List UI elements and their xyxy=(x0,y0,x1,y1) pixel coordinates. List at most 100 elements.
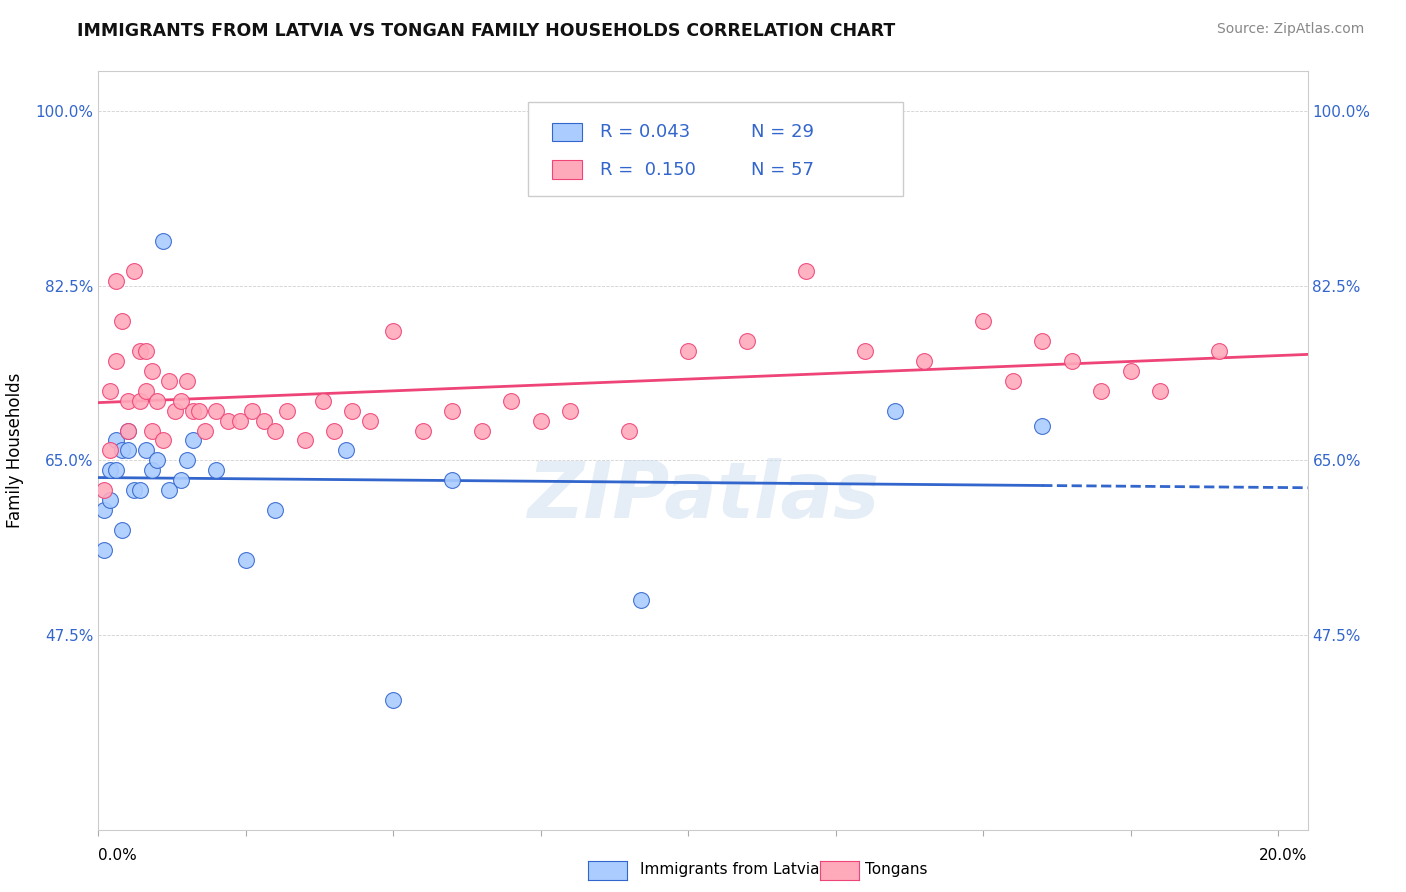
Point xyxy=(181,403,204,417)
Point xyxy=(264,424,287,438)
Point xyxy=(323,424,346,438)
Point xyxy=(217,413,239,427)
Point xyxy=(530,413,553,427)
Point xyxy=(176,374,198,388)
Point xyxy=(105,353,128,368)
Point xyxy=(141,424,163,438)
Point xyxy=(1031,334,1053,348)
Point xyxy=(135,343,157,358)
Point xyxy=(560,403,582,417)
Text: R = 0.043: R = 0.043 xyxy=(600,123,690,141)
Point xyxy=(252,413,274,427)
Text: Immigrants from Latvia: Immigrants from Latvia xyxy=(640,863,820,877)
Y-axis label: Family Households: Family Households xyxy=(7,373,24,528)
Point xyxy=(1119,364,1142,378)
Point xyxy=(170,474,193,488)
Point xyxy=(619,424,641,438)
Point xyxy=(1208,343,1230,358)
Point xyxy=(382,693,405,707)
Point xyxy=(141,364,163,378)
Point xyxy=(181,434,204,448)
Point xyxy=(135,384,157,398)
Point xyxy=(382,324,405,338)
Point xyxy=(229,413,252,427)
Text: IMMIGRANTS FROM LATVIA VS TONGAN FAMILY HOUSEHOLDS CORRELATION CHART: IMMIGRANTS FROM LATVIA VS TONGAN FAMILY … xyxy=(77,22,896,40)
Point xyxy=(501,393,523,408)
Point xyxy=(1031,418,1053,433)
Point xyxy=(1149,384,1171,398)
Point xyxy=(152,434,174,448)
Point xyxy=(98,493,121,508)
Point xyxy=(128,483,150,498)
Point xyxy=(340,403,363,417)
Text: Source: ZipAtlas.com: Source: ZipAtlas.com xyxy=(1216,22,1364,37)
Point xyxy=(93,483,115,498)
Point xyxy=(170,393,193,408)
Point xyxy=(883,403,905,417)
Point xyxy=(630,593,652,607)
Point xyxy=(117,424,139,438)
Point xyxy=(441,403,464,417)
Point xyxy=(93,503,115,517)
FancyBboxPatch shape xyxy=(551,161,582,179)
Point xyxy=(359,413,381,427)
Point xyxy=(105,274,128,288)
Point xyxy=(205,403,228,417)
Point xyxy=(176,453,198,467)
Text: R =  0.150: R = 0.150 xyxy=(600,161,696,179)
Point xyxy=(157,374,180,388)
Point xyxy=(111,523,134,537)
Point xyxy=(117,443,139,458)
Point xyxy=(794,264,817,278)
Point xyxy=(117,424,139,438)
Point xyxy=(122,483,145,498)
Point xyxy=(93,543,115,558)
Text: N = 57: N = 57 xyxy=(751,161,814,179)
Point xyxy=(276,403,298,417)
Text: Tongans: Tongans xyxy=(865,863,927,877)
Point xyxy=(1001,374,1024,388)
Point xyxy=(128,393,150,408)
Point xyxy=(441,474,464,488)
Point xyxy=(235,553,257,567)
Point xyxy=(152,234,174,248)
Point xyxy=(105,434,128,448)
Point xyxy=(678,343,700,358)
Point xyxy=(165,403,187,417)
Text: N = 29: N = 29 xyxy=(751,123,814,141)
Point xyxy=(412,424,434,438)
Point xyxy=(157,483,180,498)
Text: 20.0%: 20.0% xyxy=(1260,847,1308,863)
Text: ZIPatlas: ZIPatlas xyxy=(527,458,879,534)
FancyBboxPatch shape xyxy=(527,102,903,196)
Point xyxy=(1060,353,1083,368)
Point xyxy=(141,463,163,477)
Point xyxy=(105,463,128,477)
Point xyxy=(264,503,287,517)
Point xyxy=(98,384,121,398)
Point xyxy=(128,343,150,358)
Point xyxy=(146,393,169,408)
Point xyxy=(98,463,121,477)
Point xyxy=(294,434,316,448)
Point xyxy=(471,424,494,438)
Text: 0.0%: 0.0% xyxy=(98,847,138,863)
Point xyxy=(111,314,134,328)
Point xyxy=(205,463,228,477)
Point xyxy=(117,393,139,408)
Point xyxy=(122,264,145,278)
Point xyxy=(735,334,758,348)
Point xyxy=(853,343,876,358)
Point xyxy=(240,403,263,417)
Point xyxy=(146,453,169,467)
FancyBboxPatch shape xyxy=(551,122,582,142)
Point xyxy=(135,443,157,458)
Point xyxy=(187,403,209,417)
Point xyxy=(98,443,121,458)
Point xyxy=(972,314,994,328)
Point xyxy=(1090,384,1112,398)
Point xyxy=(194,424,217,438)
Point xyxy=(912,353,935,368)
Point xyxy=(311,393,333,408)
Point xyxy=(111,443,134,458)
